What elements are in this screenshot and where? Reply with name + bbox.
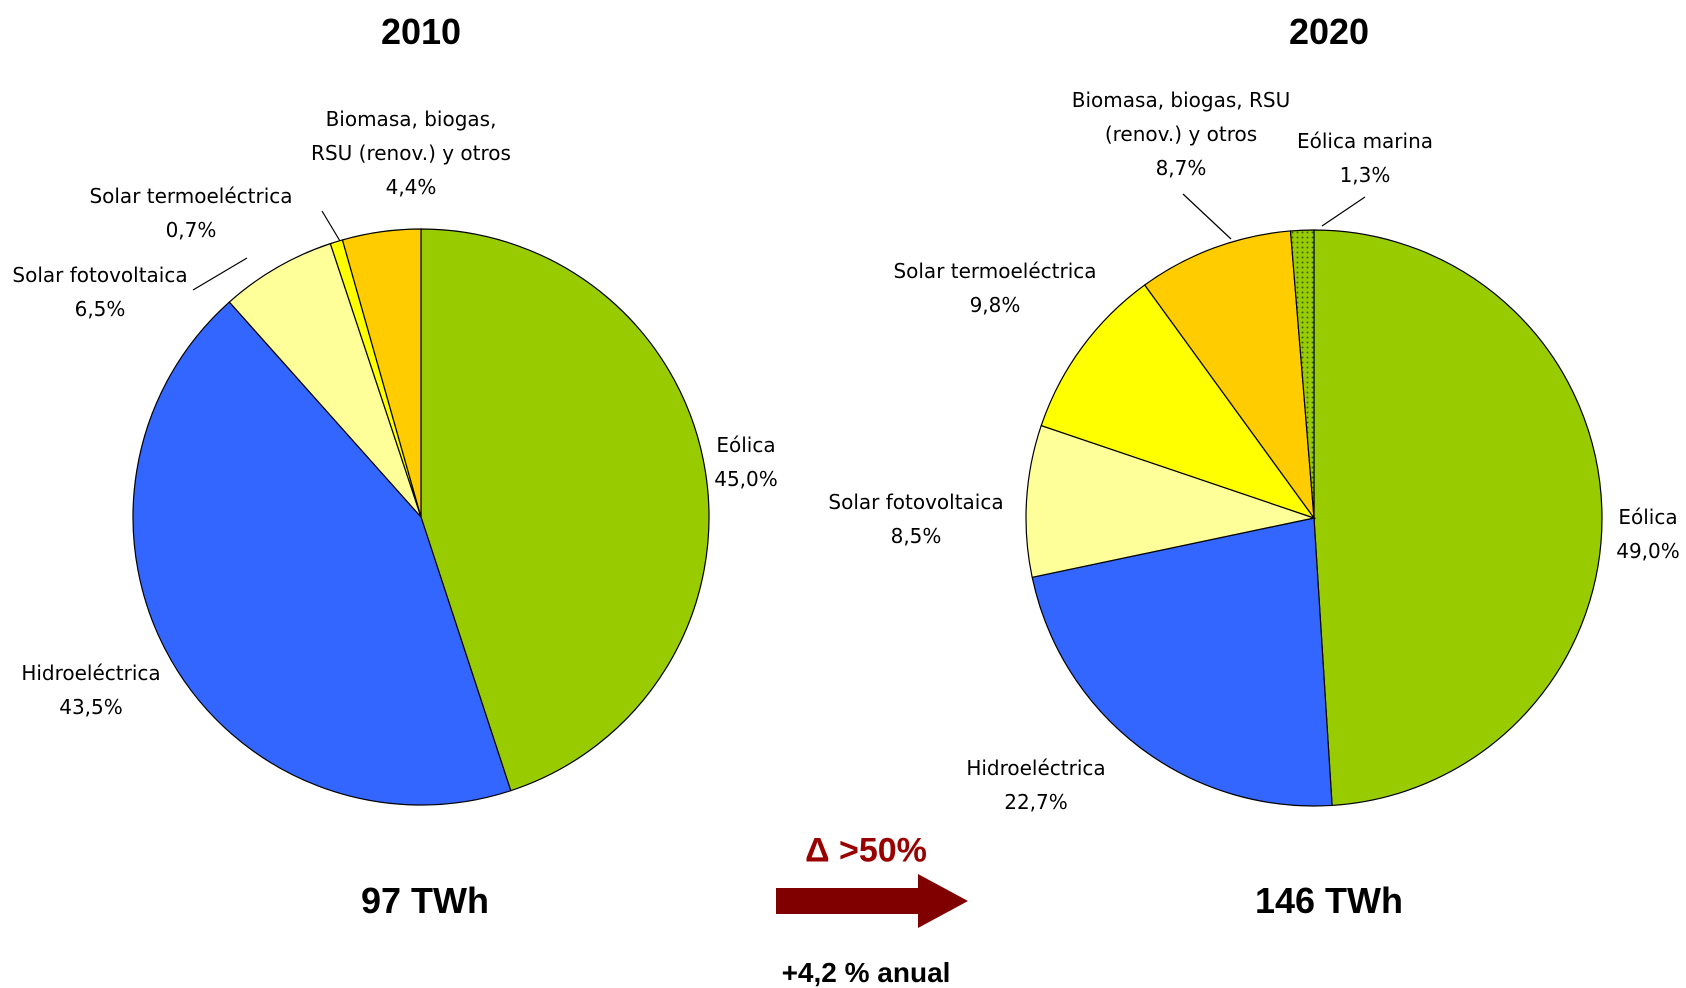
leader-line — [1182, 193, 1232, 240]
pie-slice — [1025, 424, 1317, 578]
leader-line — [192, 257, 248, 291]
category-label: Eólica marina — [1296, 129, 1434, 153]
slice-label: Eólica 45,0% — [714, 428, 778, 496]
chart-title: 2020 — [1288, 11, 1370, 52]
total-label: 97 TWh — [360, 880, 490, 921]
pie-slice — [341, 228, 422, 518]
pie-slice — [132, 301, 512, 806]
pie-slice — [228, 242, 422, 518]
slice-label: Biomasa, biogas, RSU (renov.) y otros 8,7… — [1072, 83, 1290, 185]
slice-label: Hidroeléctrica 43,5% — [21, 656, 160, 724]
value-label: 45,0% — [714, 467, 778, 491]
slice-label: Eólica 49,0% — [1616, 500, 1680, 568]
category-label: Biomasa, biogas, RSU (renov.) y otros — [1071, 88, 1291, 146]
growth-label: Δ >50% — [805, 831, 927, 870]
value-label: 49,0% — [1616, 539, 1680, 563]
slice-label: Solar fotovoltaica 8,5% — [828, 485, 1003, 553]
value-label: 22,7% — [1004, 790, 1068, 814]
value-label: 4,4% — [385, 175, 437, 199]
value-label: 8,5% — [890, 524, 942, 548]
pie-slice — [1143, 230, 1315, 521]
value-label: 8,7% — [1155, 156, 1207, 180]
category-label: Solar termoeléctrica — [893, 259, 1097, 283]
category-label: Hidroeléctrica — [21, 661, 161, 685]
pie-slice — [1040, 284, 1316, 520]
category-label: Eólica — [1618, 505, 1678, 529]
slice-label: Solar termoeléctrica 0,7% — [89, 179, 292, 247]
category-label: Solar fotovoltaica — [12, 263, 188, 287]
value-label: 1,3% — [1339, 163, 1391, 187]
slice-label: Hidroeléctrica 22,7% — [966, 751, 1105, 819]
pie-slice — [1313, 229, 1603, 807]
pie-slice — [420, 228, 710, 792]
chart-title: 2010 — [380, 11, 462, 52]
value-label: 6,5% — [74, 297, 126, 321]
leader-lines — [192, 193, 1366, 291]
category-label: Solar termoeléctrica — [89, 184, 293, 208]
slice-label: Solar termoeléctrica 9,8% — [893, 254, 1096, 322]
value-label: 9,8% — [969, 293, 1021, 317]
category-label: Solar fotovoltaica — [828, 490, 1004, 514]
annual-label: +4,2 % anual — [781, 957, 951, 988]
category-label: Hidroeléctrica — [966, 756, 1106, 780]
slice-label: Solar fotovoltaica 6,5% — [12, 258, 187, 326]
leader-line — [321, 210, 341, 242]
slice-label: Eólica marina 1,3% — [1297, 124, 1433, 192]
value-label: 43,5% — [59, 695, 123, 719]
total-label: 146 TWh — [1254, 880, 1404, 921]
category-label: Biomasa, biogas, RSU (renov.) y otros — [311, 107, 511, 165]
pie-slice — [1031, 517, 1333, 807]
category-label: Eólica — [716, 433, 776, 457]
growth-arrow — [776, 874, 968, 928]
leader-line — [1321, 196, 1366, 227]
value-label: 0,7% — [165, 218, 217, 242]
slice-label: Biomasa, biogas, RSU (renov.) y otros 4,4… — [311, 102, 511, 204]
pie-slice — [1289, 229, 1315, 519]
